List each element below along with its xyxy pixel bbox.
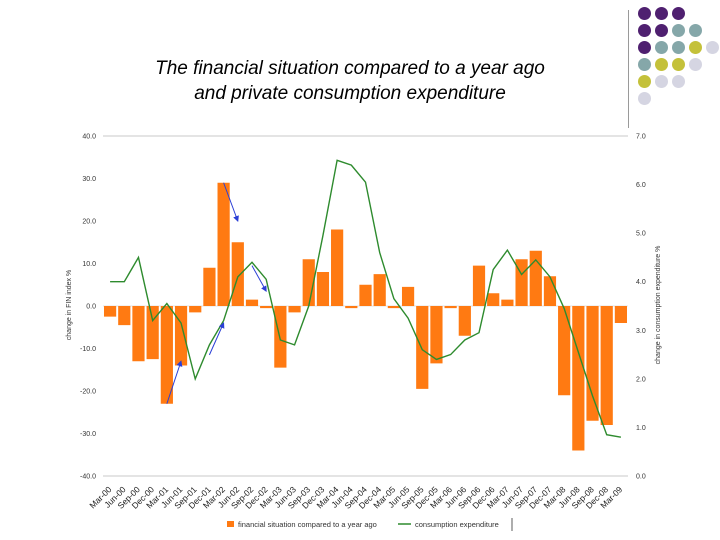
decorative-dot <box>638 58 651 71</box>
right-tick-label: 0.0 <box>636 474 646 481</box>
legend-label-line: consumption expenditure <box>415 520 499 529</box>
decorative-dot <box>655 58 668 71</box>
bar-series <box>103 182 627 451</box>
decorative-dot <box>672 24 685 37</box>
right-tick-label: 4.0 <box>636 279 646 286</box>
bar <box>146 306 159 360</box>
bar <box>132 306 145 362</box>
line-series <box>110 159 622 438</box>
annotation-arrow <box>166 360 183 404</box>
bar <box>245 299 259 307</box>
decorative-dot <box>689 58 702 71</box>
bar <box>543 276 557 306</box>
right-tick-label: 3.0 <box>636 328 646 335</box>
legend: financial situation compared to a year a… <box>227 518 513 531</box>
decorative-dot <box>655 7 668 20</box>
bar <box>430 306 443 364</box>
bar <box>600 306 613 425</box>
decorative-dot <box>672 7 685 20</box>
consumption-line <box>110 159 622 438</box>
left-tick-label: 40.0 <box>82 134 96 141</box>
bar <box>331 229 344 306</box>
bar <box>572 306 585 451</box>
bar <box>345 306 358 309</box>
bar <box>586 306 599 421</box>
right-tick-label: 5.0 <box>636 231 646 238</box>
decorative-dot <box>638 7 651 20</box>
bar <box>118 306 131 326</box>
left-tick-label: 30.0 <box>82 176 96 183</box>
x-axis-ticks: Mar-00Jun-00Sep-00Dec-00Mar-01Jun-01Sep-… <box>87 484 624 511</box>
bar <box>260 306 273 309</box>
decorative-dot <box>689 41 702 54</box>
bar <box>501 299 514 307</box>
right-tick-label: 7.0 <box>636 134 646 141</box>
decorative-dot <box>655 41 668 54</box>
bar <box>217 182 230 306</box>
decorative-dot <box>672 41 685 54</box>
decorative-dot <box>689 24 702 37</box>
bar <box>387 306 400 309</box>
left-tick-label: 10.0 <box>82 261 96 268</box>
bar <box>444 306 457 309</box>
bar <box>487 293 500 306</box>
decorative-dot <box>638 75 651 88</box>
decorative-dot-grid <box>620 0 720 130</box>
annotation-arrow <box>208 322 225 356</box>
bar <box>316 272 330 306</box>
right-tick-label: 2.0 <box>636 376 646 383</box>
decorative-dot <box>706 41 719 54</box>
left-tick-label: 20.0 <box>82 219 96 226</box>
bar <box>189 306 202 313</box>
bar <box>103 306 117 317</box>
bar <box>472 265 486 307</box>
bar <box>401 286 415 307</box>
bar <box>274 306 287 368</box>
decorative-dot <box>638 92 651 105</box>
bar <box>458 306 471 336</box>
right-axis-ticks: 0.0 1.0 2.0 3.0 4.0 5.0 6.0 7.0 <box>636 134 646 481</box>
left-tick-label: 0.0 <box>86 304 96 311</box>
bar <box>174 306 188 366</box>
left-tick-label: -40.0 <box>80 474 96 481</box>
decorative-dot <box>638 24 651 37</box>
legend-label-bars: financial situation compared to a year a… <box>238 520 377 529</box>
decorative-divider <box>628 10 629 128</box>
annotation-arrow <box>223 182 239 222</box>
decorative-dot <box>672 75 685 88</box>
bar <box>288 306 301 313</box>
annotation-arrow <box>251 265 267 292</box>
decorative-dot <box>672 58 685 71</box>
bar <box>558 306 571 396</box>
right-tick-label: 6.0 <box>636 182 646 189</box>
slide-title-line-1: The financial situation compared to a ye… <box>155 58 545 79</box>
bar <box>231 242 244 306</box>
bar <box>203 267 216 306</box>
left-tick-label: -20.0 <box>80 389 96 396</box>
right-tick-label: 1.0 <box>636 425 646 432</box>
decorative-dot <box>655 24 668 37</box>
bar <box>160 306 173 404</box>
decorative-dot <box>638 41 651 54</box>
left-tick-label: -10.0 <box>80 346 96 353</box>
right-axis-title: change in consumption expenditure % <box>655 246 662 365</box>
bar <box>373 274 386 307</box>
left-axis-ticks: -40.0 -30.0 -20.0 -10.0 0.0 10.0 20.0 30.0 40.0 <box>80 134 96 481</box>
slide-title-line-2: and private consumption expenditure <box>194 83 506 104</box>
decorative-dot <box>655 75 668 88</box>
legend-swatch-bars <box>227 521 234 527</box>
bar <box>416 306 429 389</box>
left-tick-label: -30.0 <box>80 431 96 438</box>
slide-title: The financial situation compared to a ye… <box>100 56 600 106</box>
left-axis-title: change in FIN index % <box>66 270 73 340</box>
bar <box>614 306 627 323</box>
bar <box>359 284 372 306</box>
annotation-arrows <box>166 182 267 404</box>
